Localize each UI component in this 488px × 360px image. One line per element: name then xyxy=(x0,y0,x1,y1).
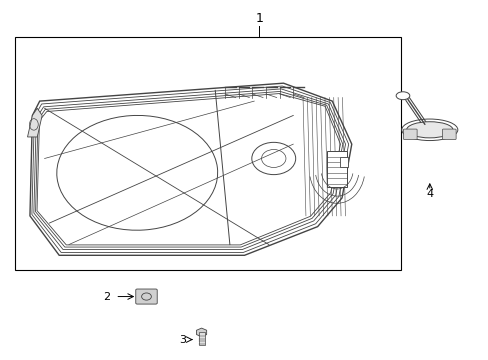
Text: 4: 4 xyxy=(426,189,432,199)
Text: 2: 2 xyxy=(103,292,110,302)
Bar xyxy=(198,332,204,345)
Text: 3: 3 xyxy=(179,334,185,345)
Text: 1: 1 xyxy=(255,12,263,25)
Ellipse shape xyxy=(406,122,452,138)
Bar xyxy=(327,151,346,187)
Bar xyxy=(15,37,400,270)
FancyBboxPatch shape xyxy=(403,129,416,139)
Polygon shape xyxy=(27,108,42,137)
FancyBboxPatch shape xyxy=(442,129,455,139)
Bar xyxy=(339,157,347,167)
Ellipse shape xyxy=(395,92,409,100)
FancyBboxPatch shape xyxy=(136,289,157,304)
